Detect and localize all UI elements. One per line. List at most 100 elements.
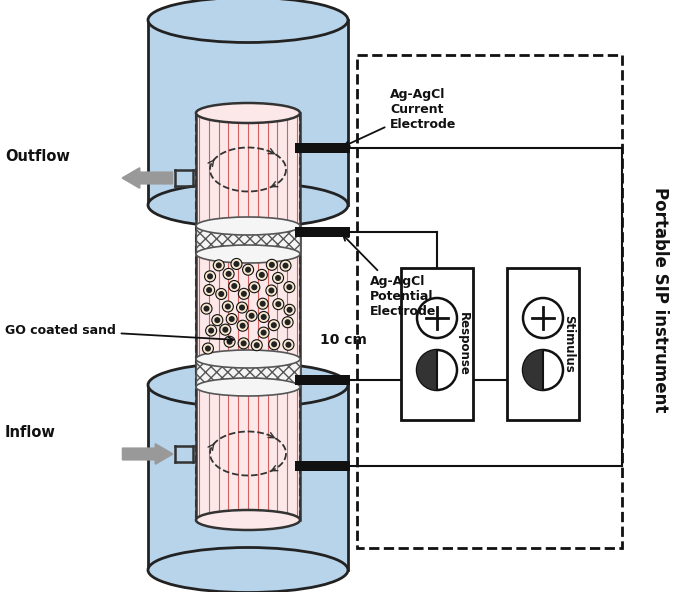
Bar — [196, 359, 300, 387]
Circle shape — [223, 268, 234, 279]
Circle shape — [236, 302, 247, 313]
Ellipse shape — [196, 510, 300, 530]
Circle shape — [282, 317, 293, 328]
Polygon shape — [196, 226, 300, 254]
Text: Response: Response — [456, 312, 469, 376]
Text: Outflow: Outflow — [5, 149, 70, 163]
Circle shape — [271, 322, 277, 328]
Circle shape — [205, 346, 211, 352]
Text: Stimulus: Stimulus — [562, 315, 575, 373]
Wedge shape — [523, 350, 543, 390]
Circle shape — [253, 342, 260, 348]
Circle shape — [249, 282, 260, 292]
Ellipse shape — [148, 182, 348, 227]
Circle shape — [223, 301, 234, 312]
Circle shape — [269, 288, 275, 294]
Circle shape — [203, 285, 214, 295]
Circle shape — [275, 301, 282, 307]
Circle shape — [241, 291, 247, 297]
Polygon shape — [148, 385, 348, 570]
Ellipse shape — [196, 103, 300, 123]
Circle shape — [212, 315, 223, 326]
Circle shape — [284, 282, 295, 292]
Ellipse shape — [148, 548, 348, 592]
Wedge shape — [417, 350, 437, 390]
Bar — [357, 55, 622, 548]
Circle shape — [275, 275, 281, 281]
Circle shape — [224, 336, 235, 348]
Circle shape — [214, 317, 221, 323]
Circle shape — [219, 291, 224, 297]
Circle shape — [234, 261, 240, 267]
Circle shape — [256, 269, 267, 281]
Circle shape — [206, 325, 216, 336]
Circle shape — [238, 288, 249, 300]
Circle shape — [216, 288, 227, 300]
Circle shape — [283, 339, 294, 350]
Circle shape — [213, 260, 224, 271]
Circle shape — [284, 304, 295, 316]
Circle shape — [206, 287, 212, 293]
Circle shape — [227, 339, 233, 345]
Circle shape — [260, 301, 266, 307]
Circle shape — [229, 281, 240, 291]
Circle shape — [229, 316, 235, 322]
Circle shape — [269, 262, 275, 268]
Circle shape — [269, 320, 279, 331]
Bar — [401, 268, 473, 420]
Bar — [196, 226, 300, 254]
Circle shape — [203, 305, 210, 311]
Text: 10 cm: 10 cm — [320, 333, 367, 347]
Circle shape — [231, 259, 242, 269]
Circle shape — [239, 304, 245, 311]
Circle shape — [269, 339, 279, 350]
Circle shape — [225, 271, 232, 277]
Bar — [507, 268, 579, 420]
Bar — [295, 461, 350, 471]
Ellipse shape — [196, 245, 300, 263]
Circle shape — [216, 262, 222, 268]
Circle shape — [280, 260, 291, 271]
Ellipse shape — [148, 0, 348, 43]
Circle shape — [225, 304, 231, 310]
Circle shape — [266, 259, 277, 271]
Ellipse shape — [148, 362, 348, 407]
Circle shape — [286, 284, 292, 290]
Circle shape — [259, 272, 265, 278]
Circle shape — [258, 327, 269, 338]
Circle shape — [523, 350, 563, 390]
Circle shape — [203, 343, 214, 354]
Bar — [295, 143, 350, 153]
Circle shape — [251, 284, 258, 290]
Text: GO coated sand: GO coated sand — [5, 323, 233, 342]
Circle shape — [273, 272, 284, 284]
Circle shape — [523, 298, 563, 338]
Circle shape — [251, 340, 262, 350]
Circle shape — [242, 264, 253, 275]
Circle shape — [201, 303, 212, 314]
Bar — [295, 375, 350, 385]
Circle shape — [245, 266, 251, 273]
Circle shape — [223, 327, 228, 333]
Circle shape — [286, 342, 292, 348]
Circle shape — [284, 319, 290, 325]
Circle shape — [240, 340, 247, 346]
Text: Portable SIP instrument: Portable SIP instrument — [651, 187, 669, 413]
Bar — [295, 227, 350, 237]
FancyArrowPatch shape — [123, 444, 172, 464]
Text: Inflow: Inflow — [5, 424, 56, 439]
Circle shape — [282, 263, 288, 269]
Circle shape — [271, 341, 277, 348]
Circle shape — [220, 324, 231, 335]
Circle shape — [257, 298, 269, 309]
Circle shape — [266, 285, 277, 296]
Ellipse shape — [196, 217, 300, 235]
Circle shape — [273, 298, 284, 310]
Circle shape — [240, 323, 246, 329]
Circle shape — [205, 271, 216, 282]
Circle shape — [226, 314, 237, 324]
Circle shape — [417, 350, 457, 390]
Circle shape — [286, 307, 292, 313]
FancyArrowPatch shape — [123, 168, 172, 188]
Circle shape — [232, 283, 237, 289]
